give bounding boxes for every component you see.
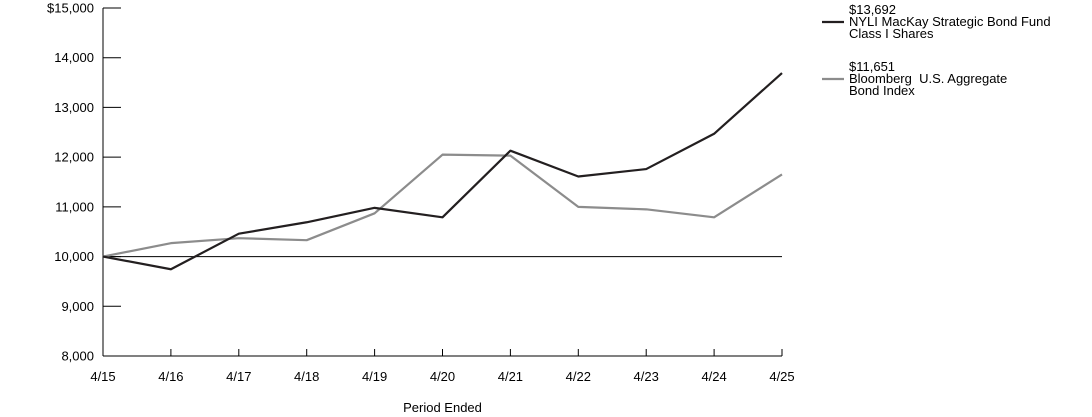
legend-value-label: $13,692 bbox=[849, 2, 896, 17]
x-tick-label: 4/21 bbox=[498, 369, 523, 384]
y-tick-label: 11,000 bbox=[55, 199, 94, 214]
x-tick-label: 4/25 bbox=[769, 369, 794, 384]
x-axis: 4/15 4/16 4/17 4/18 4/19 4/20 4/21 4/22 4/23 4/24… bbox=[90, 349, 795, 384]
legend-series-name: Bond Index bbox=[849, 83, 915, 98]
y-tick-label: 13,000 bbox=[54, 100, 94, 115]
x-tick-label: 4/15 bbox=[90, 369, 115, 384]
x-tick-label: 4/17 bbox=[226, 369, 251, 384]
series-line-1 bbox=[102, 72, 783, 271]
x-tick-label: 4/22 bbox=[566, 369, 591, 384]
x-tick-label: 4/20 bbox=[430, 369, 455, 384]
x-tick-label: 4/19 bbox=[362, 369, 387, 384]
legend-series-name: Class I Shares bbox=[849, 26, 934, 41]
y-tick-label: 12,000 bbox=[54, 150, 94, 165]
y-tick-label: 9,000 bbox=[61, 299, 94, 314]
legend-series-name: Bloomberg U.S. Aggregate bbox=[849, 71, 1007, 86]
y-tick-label: 10,000 bbox=[54, 249, 94, 264]
series-group bbox=[102, 72, 783, 271]
y-tick-label: 14,000 bbox=[54, 50, 94, 65]
series-line-2 bbox=[102, 153, 783, 258]
x-axis-title: Period Ended bbox=[403, 400, 482, 415]
legend-value-label: $11,651 bbox=[849, 59, 895, 74]
x-tick-label: 4/16 bbox=[158, 369, 183, 384]
y-tick-label: $15,000 bbox=[47, 1, 94, 16]
x-tick-label: 4/18 bbox=[294, 369, 319, 384]
x-tick-label: 4/23 bbox=[634, 369, 659, 384]
x-tick-label: 4/24 bbox=[701, 369, 726, 384]
legend-series-name: NYLI MacKay Strategic Bond Fund bbox=[849, 14, 1051, 29]
y-axis: 8,000 9,000 10,000 11,000 12,000 13,000 14,000… bbox=[47, 1, 121, 364]
y-tick-label: 8,000 bbox=[61, 349, 94, 364]
